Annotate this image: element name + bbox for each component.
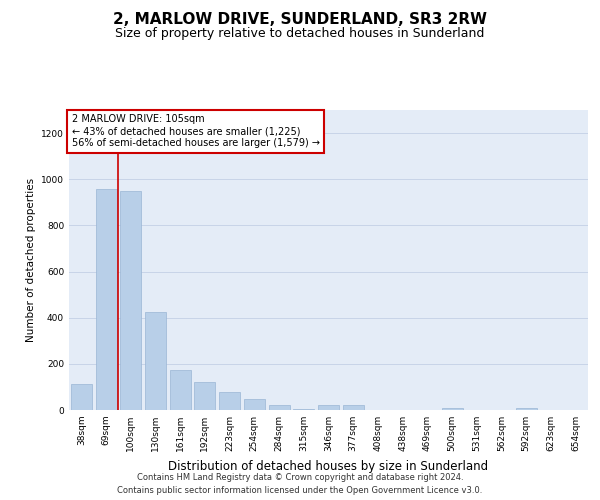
Bar (442, 408, 463, 410)
Bar (244, 399, 265, 410)
Bar (293, 409, 314, 410)
Bar (170, 370, 191, 410)
Bar (71, 384, 92, 410)
Bar (219, 392, 240, 410)
X-axis label: Distribution of detached houses by size in Sunderland: Distribution of detached houses by size … (169, 460, 488, 472)
Bar (343, 406, 364, 410)
Y-axis label: Number of detached properties: Number of detached properties (26, 178, 35, 342)
Text: Contains HM Land Registry data © Crown copyright and database right 2024.
Contai: Contains HM Land Registry data © Crown c… (118, 474, 482, 495)
Bar (269, 406, 290, 410)
Bar (194, 382, 215, 410)
Bar (95, 189, 116, 410)
Text: 2, MARLOW DRIVE, SUNDERLAND, SR3 2RW: 2, MARLOW DRIVE, SUNDERLAND, SR3 2RW (113, 12, 487, 28)
Bar (145, 312, 166, 410)
Bar (120, 191, 141, 410)
Text: Size of property relative to detached houses in Sunderland: Size of property relative to detached ho… (115, 28, 485, 40)
Bar (318, 406, 339, 410)
Bar (516, 408, 537, 410)
Text: 2 MARLOW DRIVE: 105sqm
← 43% of detached houses are smaller (1,225)
56% of semi-: 2 MARLOW DRIVE: 105sqm ← 43% of detached… (71, 114, 320, 148)
